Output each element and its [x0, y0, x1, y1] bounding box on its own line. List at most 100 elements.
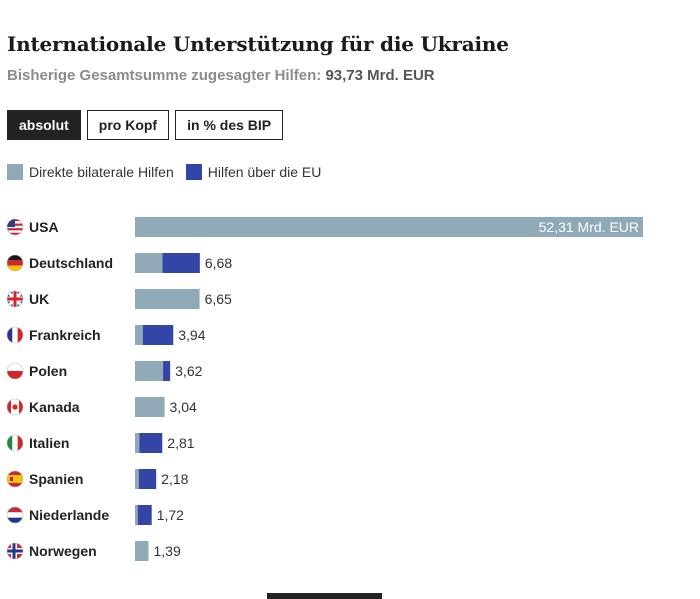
chart-title: Internationale Unterstützung für die Ukr… [7, 32, 509, 56]
es-flag-part [7, 475, 23, 483]
ca-flag-ring [6, 398, 24, 416]
chart-row: USA 52,31 Mrd. EUR [6, 217, 643, 237]
category-label: UK [29, 291, 49, 307]
legend-swatch-eu [185, 164, 202, 180]
bar-bilateral [135, 541, 149, 561]
legend-item-bilateral: Direkte bilaterale Hilfen [7, 164, 174, 180]
data-label: 1,39 [153, 543, 180, 559]
us-flag-part [7, 228, 23, 231]
nl-flag-icon [7, 507, 23, 523]
chart-row: Deutschland 6,68 [6, 253, 232, 273]
legend: Direkte bilaterale Hilfen Hilfen über di… [7, 164, 333, 180]
it-flag-ring [6, 434, 24, 452]
pl-flag-part [7, 371, 23, 379]
bar-eu [138, 469, 157, 489]
chart-row: Frankreich 3,94 [6, 325, 206, 345]
bar-eu [163, 361, 171, 381]
data-label: 52,31 Mrd. EUR [539, 219, 639, 235]
bar-eu [142, 325, 174, 345]
category-label: Deutschland [29, 255, 113, 271]
de-flag-part [7, 265, 23, 271]
chart-row: Spanien 2,18 [6, 469, 189, 489]
no-flag-ring [6, 542, 24, 560]
category-label: Italien [29, 435, 69, 451]
ca-flag-icon [7, 399, 23, 415]
de-flag-ring [6, 254, 24, 272]
de-flag-part [7, 255, 23, 261]
category-label: Spanien [29, 471, 83, 487]
de-flag-icon [7, 255, 23, 271]
pl-flag-part [7, 363, 23, 371]
es-flag-part [7, 483, 23, 487]
it-flag-part [17, 435, 23, 451]
fr-flag-part [12, 327, 18, 343]
data-label: 6,68 [205, 255, 232, 271]
bar-eu [139, 433, 163, 453]
us-flag-part [7, 230, 23, 233]
data-label: 2,81 [167, 435, 194, 451]
bar-eu [137, 505, 152, 525]
legend-swatch-bilateral [7, 164, 23, 180]
fr-flag-part [17, 327, 23, 343]
legend-label-bilateral: Direkte bilaterale Hilfen [29, 164, 174, 180]
uk-flag-part [13, 291, 17, 307]
pl-flag-icon [7, 363, 23, 379]
uk-flag-ring [6, 290, 24, 308]
bar-chart: USA 52,31 Mrd. EUR Deutschland 6,68 UK 6,65 Fr… [6, 217, 643, 561]
us-flag-part [7, 232, 23, 235]
chart-row: Italien 2,81 [6, 433, 195, 453]
nl-flag-part [7, 512, 23, 518]
bar-bilateral [135, 253, 163, 273]
category-label: Niederlande [29, 507, 109, 523]
bar-bilateral [135, 361, 164, 381]
data-label: 2,18 [161, 471, 188, 487]
fr-flag-icon [7, 327, 23, 343]
tab-pro-kopf[interactable]: pro Kopf [86, 110, 170, 140]
fr-flag-ring [6, 326, 24, 344]
category-label: Polen [29, 363, 67, 379]
it-flag-part [12, 435, 18, 451]
tab-absolut[interactable]: absolut [7, 110, 81, 140]
category-label: USA [29, 219, 59, 235]
bar-bilateral [135, 433, 140, 453]
us-flag-icon [7, 219, 23, 235]
uk-flag-icon [7, 291, 23, 307]
es-flag-ring [6, 470, 24, 488]
de-flag-part [7, 260, 23, 266]
data-label: 3,04 [170, 399, 197, 415]
data-label: 1,72 [157, 507, 184, 523]
chart-row: Norwegen 1,39 [6, 541, 181, 561]
subtitle-total: 93,73 Mrd. EUR [325, 67, 435, 84]
ca-leaf [12, 404, 18, 410]
chart-row: Polen 3,62 [6, 361, 203, 381]
es-flag-icon [7, 471, 23, 487]
nl-flag-ring [6, 506, 24, 524]
bar-bilateral [135, 397, 165, 417]
no-flag-part [12, 543, 16, 559]
view-tabs: absolut pro Kopf in % des BIP [7, 110, 284, 140]
bar-bilateral [135, 505, 138, 525]
chart-subtitle: Bisherige Gesamtsumme zugesagter Hilfen:… [7, 67, 435, 84]
bar-eu [162, 253, 200, 273]
legend-label-eu: Hilfen über die EU [207, 164, 322, 180]
us-flag-ring [6, 218, 24, 236]
bar-bilateral [135, 325, 143, 345]
bar-bilateral [135, 289, 200, 309]
legend-item-eu: Hilfen über die EU [185, 164, 322, 180]
category-label: Norwegen [29, 543, 97, 559]
it-flag-part [7, 435, 13, 451]
nl-flag-part [7, 517, 23, 523]
no-flag-icon [7, 543, 23, 559]
data-label: 3,62 [175, 363, 202, 379]
tab-bip[interactable]: in % des BIP [175, 110, 284, 140]
us-flag-part [7, 219, 15, 227]
chart-row: Kanada 3,04 [6, 397, 197, 417]
bottom-bar [267, 593, 382, 599]
es-flag-part [7, 471, 23, 475]
es-flag-part [10, 477, 13, 481]
chart-row: Niederlande 1,72 [6, 505, 184, 525]
subtitle-label: Bisherige Gesamtsumme zugesagter Hilfen: [7, 67, 322, 84]
pl-flag-ring [6, 362, 24, 380]
chart-row: UK 6,65 [6, 289, 232, 309]
category-label: Kanada [29, 399, 80, 415]
